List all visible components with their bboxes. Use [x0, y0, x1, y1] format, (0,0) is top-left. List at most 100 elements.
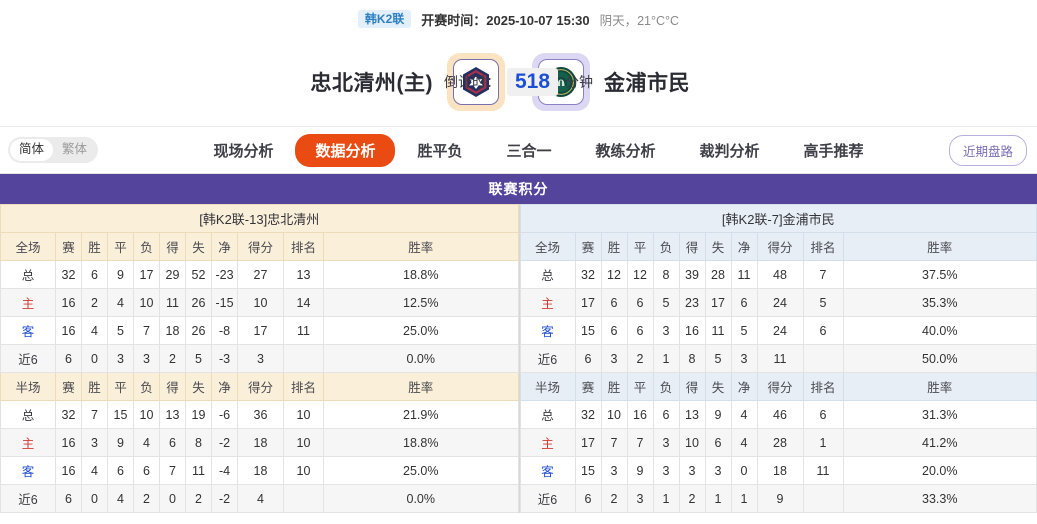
table-row: 客 15 3 9 3 3 3 0 18 11 20.0% [519, 456, 1037, 485]
col-scope-full: 全场 [0, 232, 56, 261]
cell-goals-against: 8 [185, 428, 212, 457]
home-table-title-row: [韩K2联-13]忠北清州 [0, 204, 519, 233]
match-info-bar: 韩K2联 开赛时间：2025-10-07 15:30 阴天，21°C°C [0, 0, 1037, 38]
cell-goals-against: 26 [185, 288, 212, 317]
cell-won: 3 [600, 344, 628, 373]
tab-live-analysis[interactable]: 现场分析 [213, 142, 274, 160]
tab-referee-analysis[interactable]: 裁判分析 [699, 142, 760, 160]
cell-rank: 10 [283, 400, 324, 429]
cell-drawn: 2 [626, 344, 654, 373]
cell-win-rate: 20.0% [842, 456, 1037, 485]
cell-played: 16 [55, 316, 82, 345]
table-row: 总 32 12 12 8 39 28 11 48 7 37.5% [519, 260, 1037, 289]
cell-goals-for: 29 [159, 260, 186, 289]
cell-lost: 6 [652, 400, 680, 429]
cell-drawn: 3 [626, 484, 654, 513]
away-team-block: 金浦市民 [532, 53, 952, 111]
col-rank: 排名 [283, 232, 324, 261]
col-won: 胜 [81, 232, 108, 261]
lang-traditional-option[interactable]: 繁体 [62, 142, 88, 157]
cell-won: 12 [600, 260, 628, 289]
cell-rank: 11 [802, 456, 844, 485]
cell-played: 6 [55, 484, 82, 513]
cell-win-rate: 37.5% [842, 260, 1037, 289]
cell-win-rate: 25.0% [323, 316, 519, 345]
cell-goal-diff: 5 [730, 316, 758, 345]
standings-tables: [韩K2联-13]忠北清州 全场 赛 胜 平 负 得 失 净 得分 排名 胜率 … [0, 204, 1037, 513]
cell-goal-diff: -15 [211, 288, 238, 317]
cell-goal-diff: 0 [730, 456, 758, 485]
cell-won: 4 [81, 316, 108, 345]
cell-rank: 10 [283, 428, 324, 457]
cell-goals-against: 9 [704, 400, 732, 429]
cell-points: 27 [237, 260, 284, 289]
cheongju-crest-icon [453, 59, 499, 105]
cell-goals-for: 11 [159, 288, 186, 317]
lang-simplified-option[interactable]: 简体 [10, 139, 54, 161]
row-label-total: 总 [0, 260, 56, 289]
cell-points: 17 [237, 316, 284, 345]
cell-played: 15 [574, 456, 602, 485]
col-lost: 负 [652, 372, 680, 401]
home-team-block: 忠北清州(主) [85, 53, 505, 111]
row-label-away: 客 [0, 316, 56, 345]
cell-rank: 13 [283, 260, 324, 289]
tab-data-analysis[interactable]: 数据分析 [295, 133, 396, 167]
cell-points: 10 [237, 288, 284, 317]
col-drawn: 平 [107, 232, 134, 261]
cell-goals-for: 13 [159, 400, 186, 429]
cell-win-rate: 33.3% [842, 484, 1037, 513]
cell-rank: 6 [802, 400, 844, 429]
col-rank: 排名 [283, 372, 324, 401]
cell-goals-against: 2 [185, 484, 212, 513]
cell-points: 4 [237, 484, 284, 513]
cell-win-rate: 35.3% [842, 288, 1037, 317]
row-label-home: 主 [519, 288, 576, 317]
cell-goals-for: 16 [678, 316, 706, 345]
row-label-recent6: 近6 [0, 484, 56, 513]
row-label-home: 主 [519, 428, 576, 457]
recent-odds-button[interactable]: 近期盘路 [948, 134, 1027, 166]
cell-lost: 3 [652, 456, 680, 485]
cell-lost: 8 [652, 260, 680, 289]
cell-drawn: 6 [626, 288, 654, 317]
cell-goals-for: 8 [678, 344, 706, 373]
table-row: 近6 6 3 2 1 8 5 3 11 50.0% [519, 344, 1037, 373]
cell-goals-against: 28 [704, 260, 732, 289]
cell-drawn: 9 [107, 428, 134, 457]
cell-won: 2 [81, 288, 108, 317]
table-row: 客 16 4 6 6 7 11 -4 18 10 25.0% [0, 456, 519, 485]
tab-expert-picks[interactable]: 高手推荐 [803, 142, 864, 160]
tab-three-in-one[interactable]: 三合一 [506, 142, 552, 160]
cell-goals-for: 2 [678, 484, 706, 513]
col-win-rate: 胜率 [842, 372, 1037, 401]
row-label-away: 客 [519, 316, 576, 345]
analysis-nav: 简体 繁体 现场分析 数据分析 胜平负 三合一 教练分析 裁判分析 高手推荐 近… [0, 126, 1037, 174]
cell-lost: 6 [133, 456, 160, 485]
cell-goal-diff: -2 [211, 428, 238, 457]
cell-points: 24 [756, 316, 804, 345]
tab-win-draw-lose[interactable]: 胜平负 [417, 142, 463, 160]
cell-goal-diff: 4 [730, 400, 758, 429]
cell-goal-diff: -4 [211, 456, 238, 485]
section-banner: 联赛积分 [0, 174, 1037, 204]
cell-goals-for: 13 [678, 400, 706, 429]
kickoff-time: 开赛时间：2025-10-07 15:30 [421, 12, 590, 28]
cell-drawn: 5 [107, 316, 134, 345]
cell-points: 18 [756, 456, 804, 485]
cell-lost: 4 [133, 428, 160, 457]
cell-played: 6 [55, 344, 82, 373]
cell-played: 16 [55, 428, 82, 457]
cell-goals-against: 3 [704, 456, 732, 485]
cell-win-rate: 12.5% [323, 288, 519, 317]
cell-win-rate: 0.0% [323, 484, 519, 513]
col-points: 得分 [756, 372, 804, 401]
col-goals-against: 失 [704, 372, 732, 401]
away-table-title: [韩K2联-7]金浦市民 [519, 204, 1037, 233]
language-toggle[interactable]: 简体 繁体 [8, 137, 99, 163]
cell-won: 10 [600, 400, 628, 429]
cell-points: 18 [237, 428, 284, 457]
cell-rank: 11 [283, 316, 324, 345]
cell-lost: 3 [652, 428, 680, 457]
tab-coach-analysis[interactable]: 教练分析 [595, 142, 656, 160]
